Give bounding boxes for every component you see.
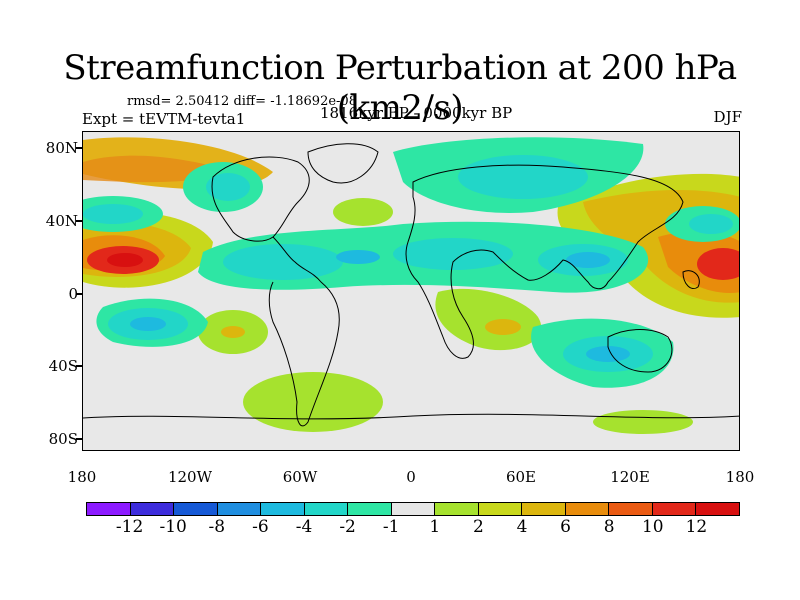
- colorbar-label: 4: [516, 517, 528, 537]
- colorbar-label: -8: [208, 517, 226, 537]
- stats-line: rmsd= 2.50412 diff= -1.18692e-08: [127, 94, 357, 109]
- colorbar: [86, 502, 740, 516]
- colorbar-swatch: [217, 503, 262, 515]
- period-label: 1816kyr BP - 0000kyr BP: [320, 104, 513, 122]
- y-label-80s: 80S: [48, 430, 78, 448]
- y-tick-40s: [76, 365, 82, 367]
- colorbar-swatch: [348, 503, 392, 515]
- y-label-40n: 40N: [45, 212, 78, 230]
- colorbar-label: 12: [685, 517, 708, 537]
- colorbar-swatch: [435, 503, 479, 515]
- x-label-60w: 60W: [282, 468, 318, 486]
- positive-anomaly-south-atlantic: [243, 372, 383, 432]
- colorbar-swatch: [696, 503, 739, 515]
- x-label-120e: 120E: [610, 468, 650, 486]
- map-title: Streamfunction Perturbation at 200 hPa (…: [63, 48, 737, 128]
- colorbar-swatch: [130, 503, 175, 515]
- colorbar-label: 8: [603, 517, 615, 537]
- contour-map: [83, 132, 739, 450]
- colorbar-swatch: [261, 503, 305, 515]
- colorbar-swatch: [565, 503, 610, 515]
- y-tick-40n: [76, 220, 82, 222]
- x-label-180w: 180: [67, 468, 97, 486]
- x-label-180e: 180: [725, 468, 755, 486]
- colorbar-swatch: [391, 503, 436, 515]
- colorbar-label: -4: [295, 517, 313, 537]
- y-label-80n: 80N: [45, 139, 78, 157]
- y-tick-0: [76, 293, 82, 295]
- colorbar-swatch: [304, 503, 349, 515]
- y-tick-80s: [76, 438, 82, 440]
- x-label-120w: 120W: [167, 468, 213, 486]
- colorbar-label: -12: [115, 517, 144, 537]
- colorbar-swatch: [478, 503, 523, 515]
- colorbar-swatch: [522, 503, 566, 515]
- colorbar-swatch: [652, 503, 697, 515]
- colorbar-swatch: [174, 503, 218, 515]
- x-label-0: 0: [406, 468, 416, 486]
- y-label-40s: 40S: [48, 357, 78, 375]
- colorbar-label: -6: [252, 517, 269, 537]
- experiment-label: Expt = tEVTM-tevta1: [82, 110, 246, 128]
- colorbar-swatch: [87, 503, 131, 515]
- positive-anomaly-south-africa: [435, 288, 542, 351]
- colorbar-label: 10: [641, 517, 664, 537]
- colorbar-label: 6: [560, 517, 571, 537]
- colorbar-swatch: [609, 503, 653, 515]
- y-label-0: 0: [68, 285, 78, 303]
- map-panel: [82, 131, 740, 451]
- colorbar-label: 2: [472, 517, 484, 537]
- colorbar-label: 1: [429, 517, 441, 537]
- colorbar-label: -1: [382, 517, 400, 537]
- coastlines: [83, 143, 739, 427]
- y-tick-80n: [76, 147, 82, 149]
- colorbar-label: -10: [159, 517, 187, 537]
- x-label-60e: 60E: [505, 468, 537, 486]
- colorbar-label: -2: [339, 517, 356, 537]
- season-label: DJF: [713, 108, 742, 126]
